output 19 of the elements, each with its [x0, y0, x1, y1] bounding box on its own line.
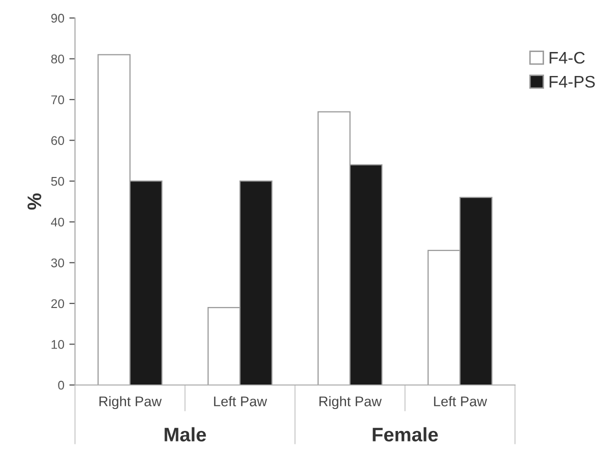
y-tick-label: 40	[50, 218, 64, 227]
y-tick-label: 70	[51, 95, 64, 104]
text: Female	[372, 427, 438, 442]
legend-label: F4-C	[550, 52, 585, 64]
x-tick-label: Right Paw	[99, 396, 162, 410]
y-axis-title: %	[28, 193, 42, 210]
legend-label: F4-PS	[550, 76, 595, 88]
y-tick-label: 30	[51, 258, 64, 268]
y-tick-label: 10	[52, 340, 64, 349]
x-tick-label: Left Paw	[214, 396, 268, 406]
y-tick-label: 0	[58, 380, 64, 390]
x-tick-label: Left Paw	[434, 396, 488, 406]
text: Male	[164, 427, 206, 442]
y-tick-label: 80	[51, 54, 64, 64]
x-tick-label: Right Paw	[319, 396, 382, 410]
y-tick-label: 20	[51, 299, 64, 308]
y-tick-label: 50	[51, 176, 64, 186]
y-tick-label: 90	[51, 14, 64, 23]
y-tick-label: 60	[51, 136, 64, 145]
